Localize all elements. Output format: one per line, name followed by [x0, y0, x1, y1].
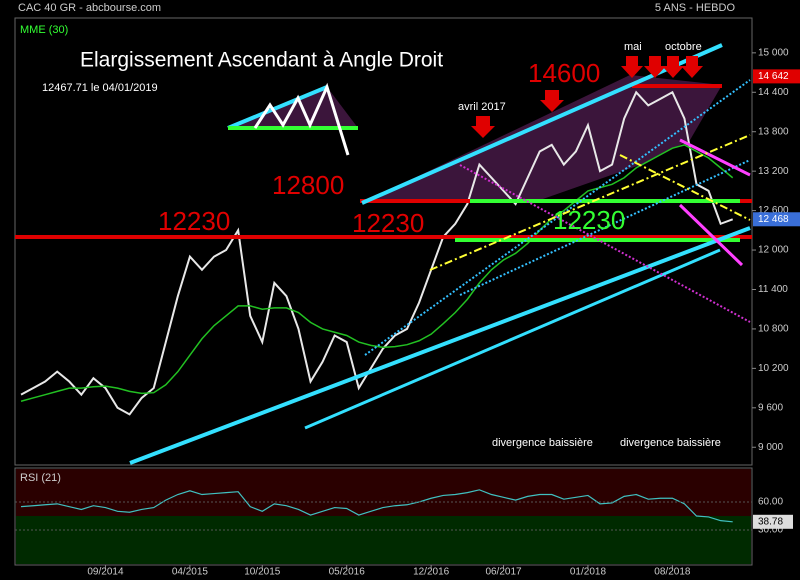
arrows: [471, 56, 703, 138]
dotted-line: [364, 79, 751, 356]
magenta-line: [678, 203, 744, 267]
annotation: divergence baissière: [492, 437, 593, 449]
rsi-label: RSI (21): [20, 472, 61, 484]
magenta-line: [679, 138, 751, 177]
y-tick-label: 11 400: [758, 284, 788, 295]
y-tick-label: 12 000: [758, 245, 789, 256]
arrow: [540, 90, 564, 112]
x-tick-label: 12/2016: [413, 567, 450, 578]
channel-line: [361, 43, 723, 205]
price-tag-label: 14 642: [758, 71, 789, 82]
arrow: [621, 56, 643, 78]
x-tick-label: 01/2018: [570, 567, 607, 578]
x-tick-label: 05/2016: [329, 567, 366, 578]
rsi-oversold-zone: [16, 516, 751, 564]
price-tag: [753, 212, 800, 227]
dotted-line: [459, 164, 751, 323]
level-label: 12800: [272, 170, 344, 200]
last-quote: 12467.71 le 04/01/2019: [42, 82, 158, 94]
x-tick-label: 08/2018: [654, 567, 691, 578]
ma-label: MME (30): [20, 24, 68, 36]
arrow: [681, 56, 703, 78]
trendlines: [15, 43, 752, 465]
arrow: [471, 116, 495, 138]
y-tick-label: 9 600: [758, 402, 783, 413]
y-tick-label: 14 400: [758, 87, 789, 98]
annotation: avril 2017: [458, 101, 506, 113]
arrow: [644, 56, 666, 78]
annotation: mai: [624, 41, 642, 53]
icon-line: [227, 85, 328, 130]
price-tag-label: 12 468: [758, 214, 789, 225]
rsi-tick-label: 60.00: [758, 497, 783, 508]
y-tick-label: 10 800: [758, 324, 789, 335]
y-tick-label: 15 000: [758, 47, 789, 58]
level-label: 14600: [528, 58, 600, 88]
x-tick-label: 04/2015: [172, 567, 209, 578]
y-tick-label: 12 600: [758, 205, 789, 216]
y-tick-label: 13 800: [758, 126, 789, 137]
level-label: 12230: [158, 206, 230, 236]
y-tick-label: 9 000: [758, 442, 783, 453]
x-tick-label: 10/2015: [244, 567, 281, 578]
price-tag: [753, 69, 800, 84]
y-tick-label: 13 200: [758, 166, 789, 177]
chart-title: Elargissement Ascendant à Angle Droit: [80, 49, 443, 72]
annotation: divergence baissière: [620, 437, 721, 449]
level-label: 12230: [352, 208, 424, 238]
y-tick-label: 10 200: [758, 363, 789, 374]
rsi-overbought-zone: [16, 469, 751, 516]
channel-line: [304, 248, 721, 430]
rsi-last-label: 38.78: [758, 516, 783, 527]
arrow: [662, 56, 684, 78]
dashdot-line: [429, 134, 751, 271]
annotation: octobre: [665, 41, 702, 53]
moving-average: [20, 144, 734, 402]
icon-zigzag: [253, 82, 350, 156]
pattern-shading: [362, 75, 722, 203]
rsi-last-tag: [753, 514, 793, 529]
level-label: 12230: [553, 205, 625, 235]
price-line: [20, 90, 734, 416]
x-tick-label: 06/2017: [485, 567, 522, 578]
main-panel: [14, 17, 753, 466]
header-left: CAC 40 GR - abcbourse.com: [18, 2, 161, 14]
x-tick-label: 09/2014: [87, 567, 124, 578]
rsi-line: [20, 489, 733, 523]
rsi-tick-label: 30.00: [758, 525, 783, 536]
dotted-line: [459, 159, 751, 296]
header-right: 5 ANS - HEBDO: [655, 2, 736, 14]
